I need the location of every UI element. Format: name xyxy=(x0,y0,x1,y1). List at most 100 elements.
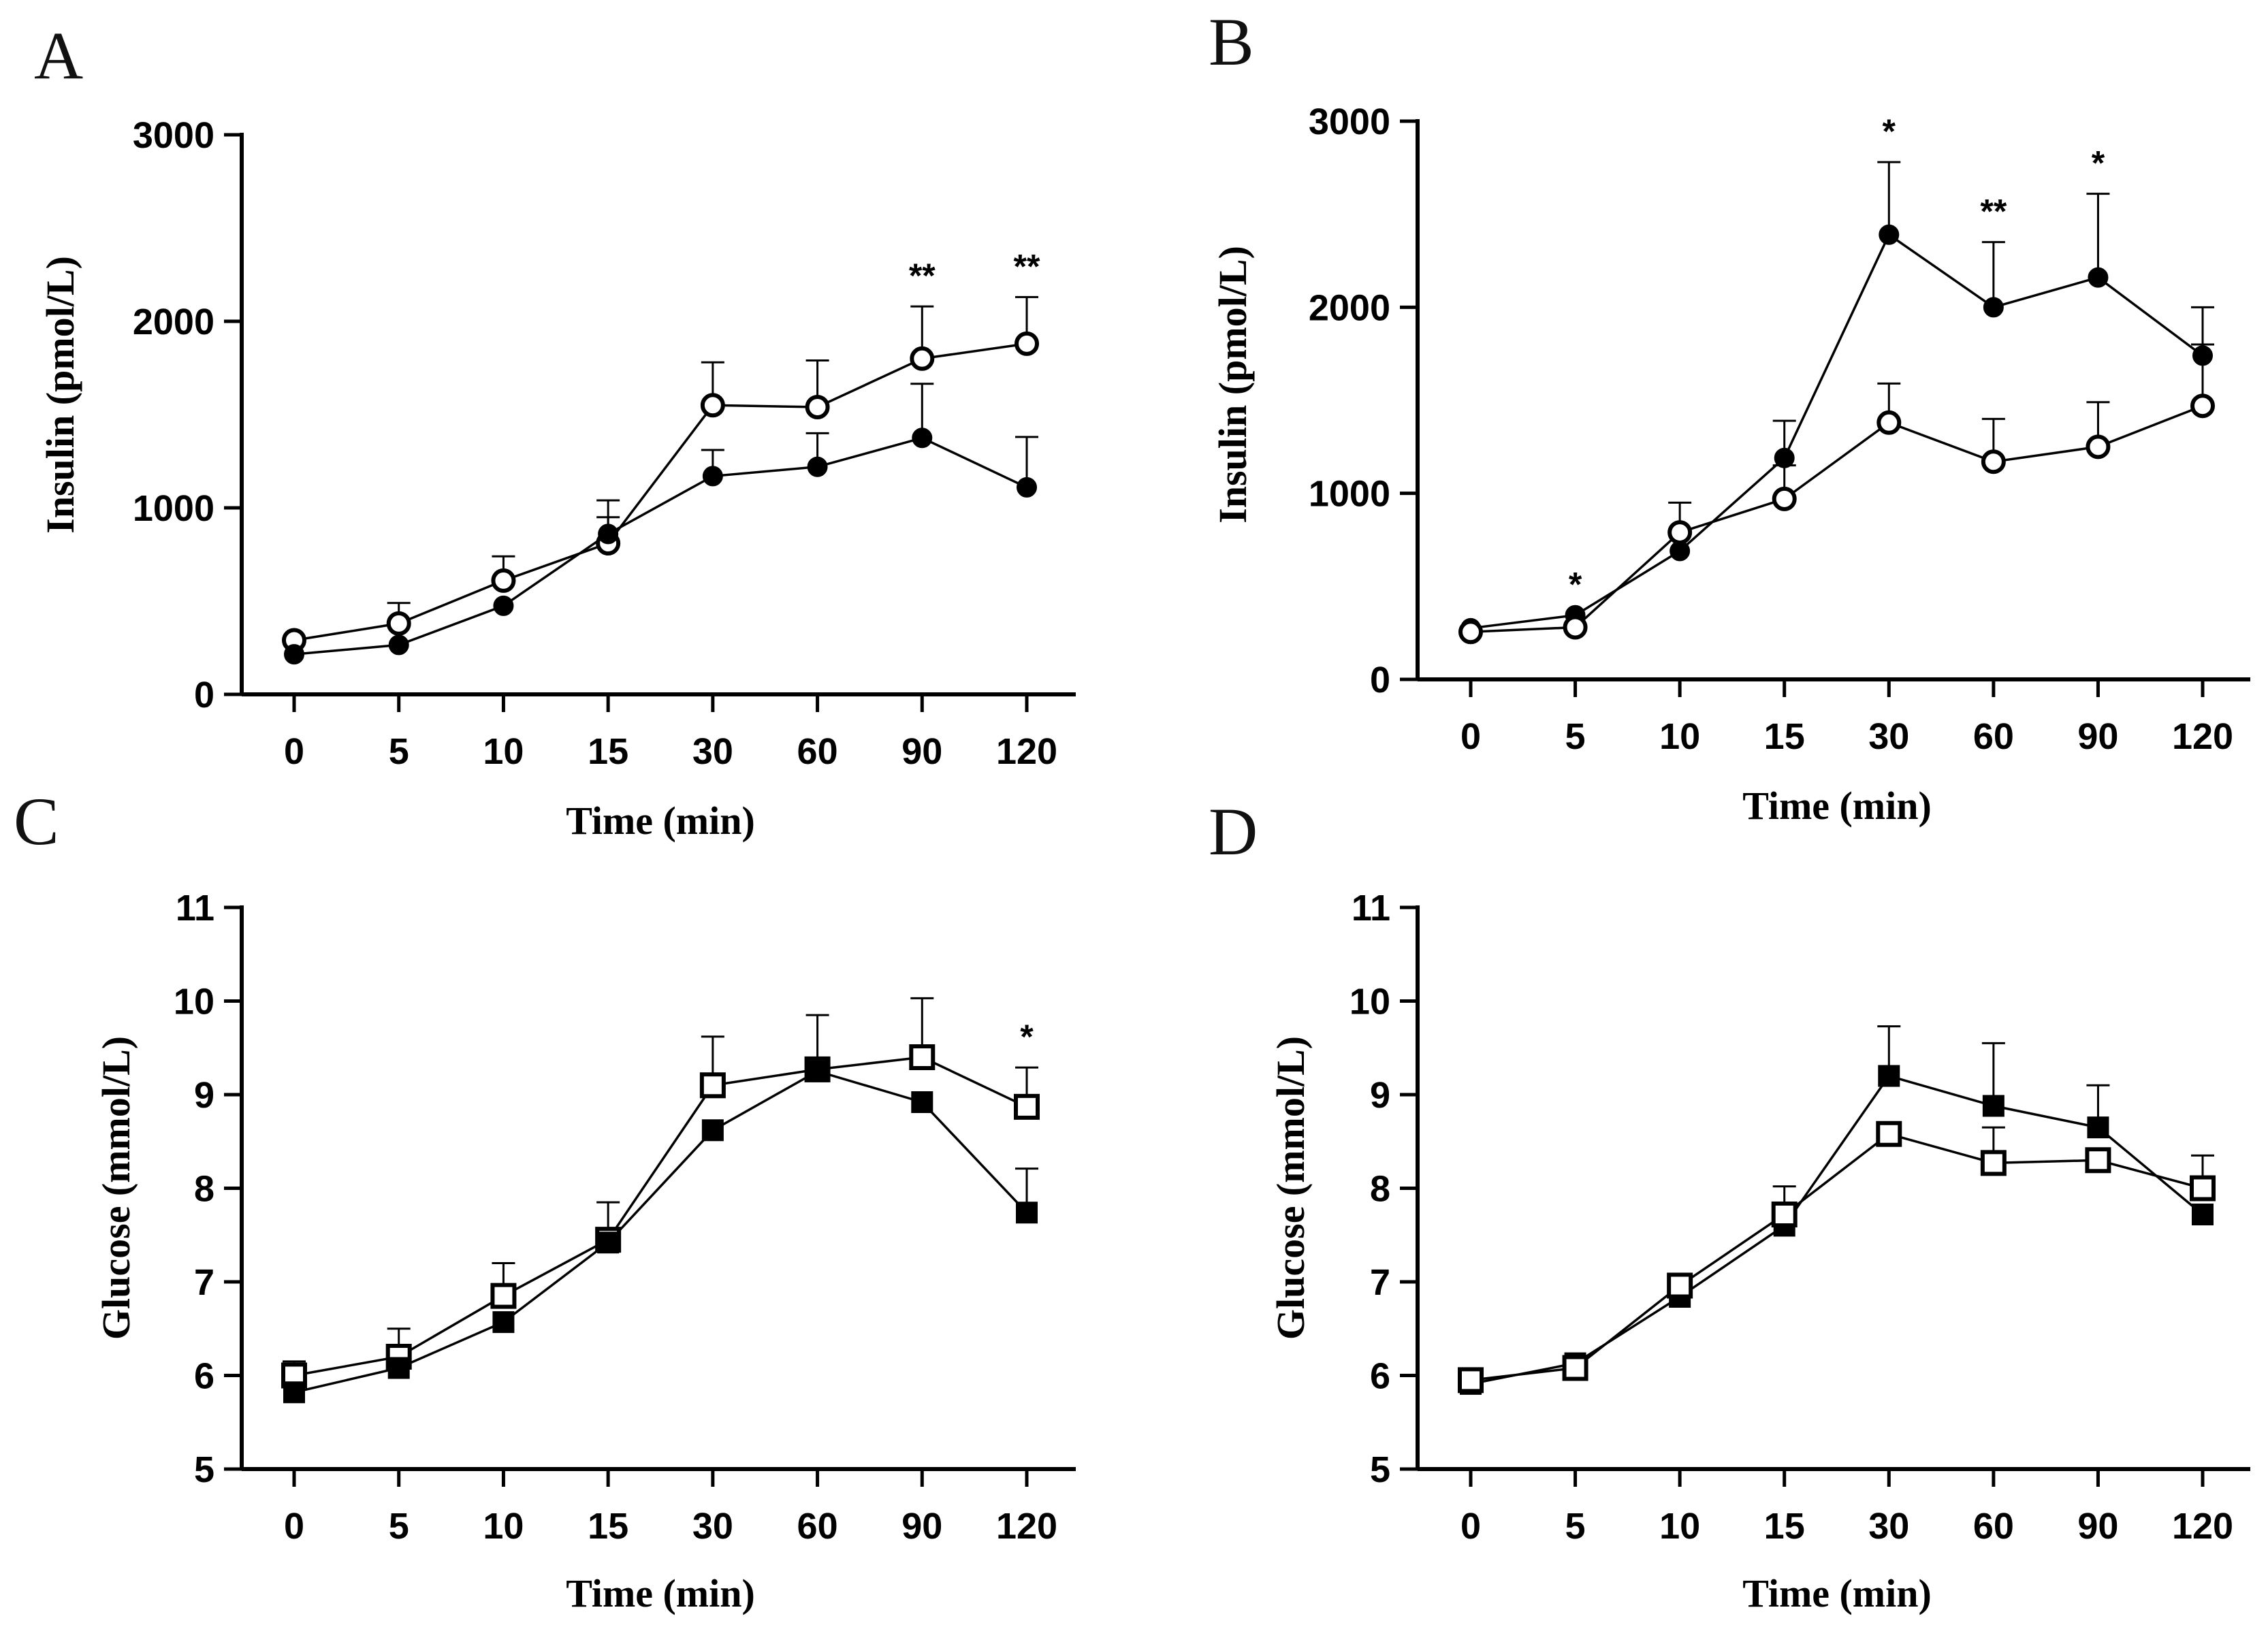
data-point-filled-circle xyxy=(912,428,933,449)
x-axis-title: Time (min) xyxy=(566,1571,755,1615)
y-tick-label: 9 xyxy=(194,1075,214,1116)
x-tick-label: 30 xyxy=(1868,1506,1909,1547)
panel-letter: B xyxy=(1209,4,1254,80)
data-point-open-circle xyxy=(700,393,725,418)
y-tick-label: 6 xyxy=(1370,1356,1390,1397)
y-tick-label: 8 xyxy=(194,1169,214,1210)
y-tick-label: 3000 xyxy=(1309,101,1390,142)
data-point-filled-circle xyxy=(702,466,723,487)
x-tick-label: 120 xyxy=(996,731,1057,772)
significance-marker: * xyxy=(1883,112,1896,150)
y-axis-title: Insulin (pmol/L) xyxy=(1211,246,1255,523)
data-point-open-square xyxy=(2085,1147,2111,1174)
y-tick-label: 0 xyxy=(194,675,214,715)
x-tick-label: 60 xyxy=(797,731,838,772)
x-tick-label: 90 xyxy=(901,731,942,772)
x-tick-label: 60 xyxy=(1973,1506,2014,1547)
significance-marker: ** xyxy=(1980,193,2007,231)
data-point-open-circle xyxy=(386,611,411,636)
series-line xyxy=(293,1056,1027,1377)
data-point-filled-circle xyxy=(598,523,619,545)
significance-marker: * xyxy=(1569,566,1582,604)
data-point-filled-square xyxy=(492,1311,515,1334)
data-point-open-circle xyxy=(910,346,935,371)
data-point-filled-circle xyxy=(388,634,409,656)
x-axis-title: Time (min) xyxy=(566,799,755,843)
data-point-open-circle xyxy=(1981,449,2006,474)
data-point-open-square xyxy=(490,1283,517,1309)
series-line xyxy=(1470,404,2203,634)
data-point-open-square xyxy=(699,1072,726,1099)
x-tick-label: 0 xyxy=(1460,1506,1481,1547)
x-tick-label: 10 xyxy=(1659,716,1700,757)
data-point-filled-circle xyxy=(284,644,304,665)
panel-d: D Glucose (mmol/L) Time (min) 5 6 7 8 9 10 11 0… xyxy=(1209,794,2250,1615)
x-tick-label: 15 xyxy=(1764,1506,1805,1547)
y-axis-title: Glucose (mmol/L) xyxy=(94,1036,138,1340)
data-point-filled-circle xyxy=(1983,297,2004,318)
data-point-open-square xyxy=(909,1044,936,1070)
significance-marker: * xyxy=(1020,1018,1034,1056)
data-point-filled-square xyxy=(1982,1095,2005,1117)
data-point-open-square xyxy=(1562,1355,1588,1381)
y-tick-label: 2000 xyxy=(133,302,214,342)
x-tick-label: 0 xyxy=(284,1506,304,1547)
y-tick-label: 10 xyxy=(174,982,214,1022)
series-line xyxy=(293,1069,1028,1394)
data-point-open-circle xyxy=(2086,434,2111,460)
data-point-open-square xyxy=(2190,1175,2216,1202)
data-point-open-square xyxy=(1771,1202,1798,1227)
data-point-open-square xyxy=(1667,1272,1693,1299)
x-tick-label: 10 xyxy=(1659,1506,1700,1547)
x-tick-label: 5 xyxy=(1565,716,1586,757)
series-line xyxy=(293,342,1027,642)
x-tick-label: 30 xyxy=(692,731,733,772)
y-tick-label: 9 xyxy=(1370,1075,1390,1116)
data-point-filled-circle xyxy=(1879,224,1900,245)
x-tick-label: 60 xyxy=(1973,716,2014,757)
y-tick-label: 11 xyxy=(176,888,214,929)
data-point-open-square xyxy=(1014,1093,1040,1120)
data-point-filled-square xyxy=(387,1357,410,1379)
panel-a: A Insulin (pmol/L) Time (min) 0 1000 2000 3… xyxy=(34,18,1076,843)
data-point-open-square xyxy=(1458,1367,1484,1394)
data-point-open-circle xyxy=(1015,331,1039,356)
x-tick-label: 90 xyxy=(2077,716,2118,757)
data-point-open-circle xyxy=(2190,393,2215,419)
data-point-filled-square xyxy=(597,1231,620,1254)
data-point-open-circle xyxy=(805,395,830,420)
data-point-open-square xyxy=(1876,1121,1902,1147)
significance-marker: * xyxy=(2092,144,2105,182)
x-tick-label: 10 xyxy=(483,1506,524,1547)
x-tick-label: 120 xyxy=(996,1506,1057,1547)
y-tick-label: 6 xyxy=(194,1356,214,1397)
panel-b: B Insulin (pmol/L) Time (min) 0 1000 2000 3… xyxy=(1209,4,2250,828)
data-point-filled-square xyxy=(701,1119,724,1142)
panel-letter: A xyxy=(34,18,83,93)
y-tick-label: 10 xyxy=(1349,982,1390,1022)
data-point-open-circle xyxy=(1563,615,1588,640)
data-point-filled-square xyxy=(911,1091,933,1113)
data-point-filled-square xyxy=(2192,1204,2214,1225)
data-point-filled-square xyxy=(2087,1116,2109,1139)
y-tick-label: 0 xyxy=(1370,660,1390,700)
x-tick-label: 30 xyxy=(1868,716,1909,757)
x-tick-label: 15 xyxy=(1764,716,1805,757)
x-tick-label: 60 xyxy=(797,1506,838,1547)
x-tick-label: 120 xyxy=(2172,716,2233,757)
y-tick-label: 5 xyxy=(1370,1449,1390,1490)
x-tick-label: 120 xyxy=(2172,1506,2233,1547)
y-tick-label: 2000 xyxy=(1309,287,1390,328)
data-point-filled-circle xyxy=(1017,477,1037,498)
x-tick-label: 0 xyxy=(284,731,304,772)
data-point-filled-circle xyxy=(2088,267,2109,288)
data-point-open-circle xyxy=(1772,486,1797,511)
panel-c: C Glucose (mmol/L) Time (min) 5 6 7 8 9 10 11 0… xyxy=(14,784,1076,1615)
y-tick-label: 7 xyxy=(194,1262,214,1303)
y-tick-label: 3000 xyxy=(133,115,214,156)
data-point-filled-square xyxy=(806,1060,829,1082)
data-point-open-circle xyxy=(1876,410,1902,435)
x-tick-label: 30 xyxy=(692,1506,733,1547)
y-axis-title: Glucose (mmol/L) xyxy=(1268,1036,1313,1340)
x-tick-label: 5 xyxy=(389,1506,409,1547)
